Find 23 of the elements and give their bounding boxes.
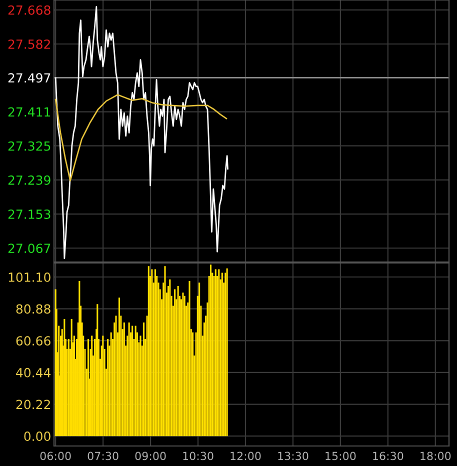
y-tick-label: 101.10 [8,272,50,282]
y-tick-label: 0.00 [24,432,50,442]
x-tick-label: 06:00 [40,452,71,460]
y-tick-label: 40.44 [16,368,51,378]
y-tick-label: 20.22 [16,400,50,410]
y-tick-label: 27.067 [8,244,50,254]
y-tick-label: 27.668 [8,5,50,15]
y-tick-label: 27.582 [8,39,50,49]
x-tick-label: 12:00 [230,452,261,460]
y-tick-label: 27.239 [8,175,50,185]
y-tick-label: 27.411 [8,107,50,117]
y-tick-label: 80.88 [16,304,50,314]
y-tick-label: 27.325 [8,141,50,151]
x-tick-label: 10:30 [183,452,214,460]
x-tick-label: 09:00 [135,452,166,460]
x-tick-label: 15:00 [326,452,356,460]
x-tick-label: 18:00 [420,452,451,460]
y-tick-label: 60.66 [16,336,50,346]
x-tick-label: 16:30 [373,452,404,460]
y-tick-label: 27.497 [8,73,50,83]
x-tick-label: 13:30 [278,452,308,460]
x-tick-label: 07:30 [88,452,118,460]
y-tick-label: 27.153 [8,210,50,219]
